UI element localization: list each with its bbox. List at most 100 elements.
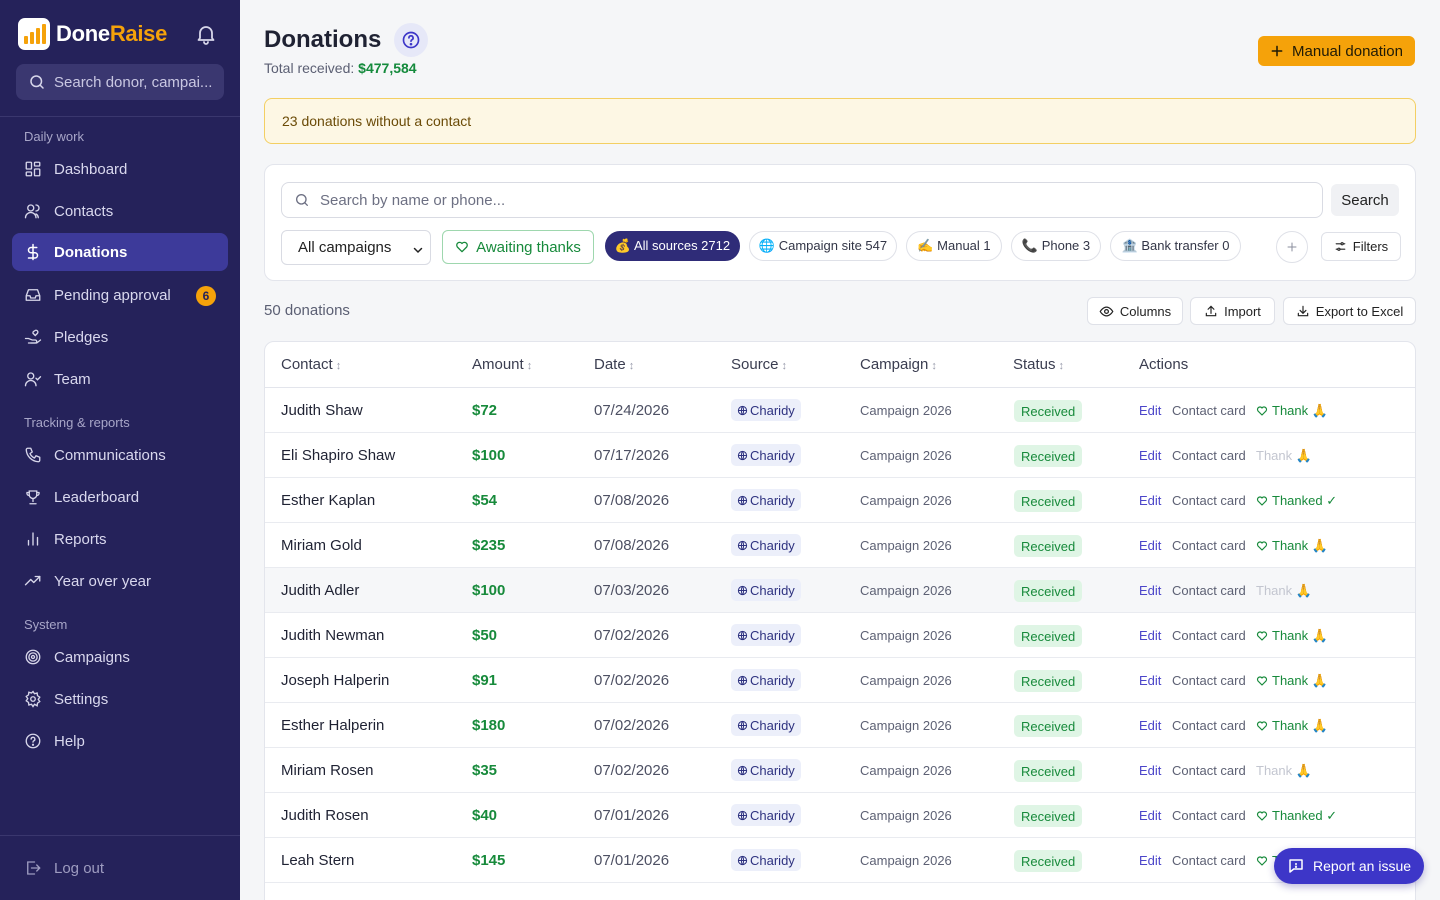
contact-card-link[interactable]: Contact card [1172,718,1246,733]
search-button[interactable]: Search [1331,184,1399,216]
pending-count-badge: 6 [196,286,216,306]
edit-link[interactable]: Edit [1139,403,1162,418]
col-contact[interactable]: Contact ↕ [281,356,342,373]
donation-search-input[interactable] [320,191,1300,209]
contact-card-link[interactable]: Contact card [1172,448,1246,463]
table-row[interactable]: Leah Stern $145 07/01/2026 Charidy Campaign … [265,838,1415,883]
sidebar-item-contacts[interactable]: Contacts [12,192,228,230]
thank-button[interactable]: Thank 🙏 [1256,448,1312,463]
chip-bank-transfer[interactable]: 🏦 Bank transfer 0 [1110,231,1241,261]
contact-card-link[interactable]: Contact card [1172,628,1246,643]
edit-link[interactable]: Edit [1139,808,1162,823]
edit-link[interactable]: Edit [1139,628,1162,643]
sidebar-item-campaigns[interactable]: Campaigns [12,638,228,676]
contact-name[interactable]: Leah Stern [281,852,355,869]
edit-link[interactable]: Edit [1139,493,1162,508]
edit-link[interactable]: Edit [1139,853,1162,868]
sidebar-item-team[interactable]: Team [12,360,228,398]
contact-name[interactable]: Judith Rosen [281,807,369,824]
table-row[interactable]: Judith Rosen $40 07/01/2026 Charidy Campaign… [265,793,1415,838]
columns-button[interactable]: Columns [1087,297,1183,325]
edit-link[interactable]: Edit [1139,718,1162,733]
contact-card-link[interactable]: Contact card [1172,493,1246,508]
table-row[interactable]: Miriam Rosen $35 07/02/2026 Charidy Campaign… [265,748,1415,793]
donation-search[interactable] [281,182,1323,218]
sidebar-item-year-over-year[interactable]: Year over year [12,562,228,600]
edit-link[interactable]: Edit [1139,583,1162,598]
col-amount[interactable]: Amount ↕ [472,356,533,373]
col-source[interactable]: Source ↕ [731,356,788,373]
contact-card-link[interactable]: Contact card [1172,808,1246,823]
chip-manual[interactable]: ✍️ Manual 1 [906,231,1002,261]
contact-name[interactable]: Judith Newman [281,627,385,644]
col-date[interactable]: Date ↕ [594,356,635,373]
thank-button[interactable]: Thank 🙏 [1256,628,1328,644]
thank-button[interactable]: Thank 🙏 [1256,403,1328,419]
chip-campaign-site[interactable]: 🌐 Campaign site 547 [749,231,897,261]
missing-contact-alert[interactable]: 23 donations without a contact [264,98,1416,144]
contact-card-link[interactable]: Contact card [1172,673,1246,688]
report-issue-button[interactable]: Report an issue [1274,848,1424,884]
contact-card-link[interactable]: Contact card [1172,403,1246,418]
contact-name[interactable]: Esther Halperin [281,717,385,734]
table-row[interactable]: Esther Kaplan $54 07/08/2026 Charidy Campaig… [265,478,1415,523]
search-icon [30,75,44,89]
chip-phone[interactable]: 📞 Phone 3 [1011,231,1101,261]
contact-name[interactable]: Miriam Gold [281,537,362,554]
thank-button[interactable]: Thank 🙏 [1256,583,1312,598]
table-row[interactable]: Judith Adler $100 07/03/2026 Charidy Campaig… [265,568,1415,613]
table-row[interactable]: Judith Newman $50 07/02/2026 Charidy Campaig… [265,613,1415,658]
table-row[interactable]: Judith Shaw $72 07/24/2026 Charidy Campaign … [265,388,1415,433]
sidebar-item-pending-approval[interactable]: Pending approval 6 [12,276,228,314]
contact-card-link[interactable]: Contact card [1172,853,1246,868]
add-filter-button[interactable] [1276,231,1308,263]
brand[interactable]: DoneRaise [18,18,167,50]
contact-name[interactable]: Judith Shaw [281,402,363,419]
thank-button[interactable]: Thank 🙏 [1256,538,1328,554]
sidebar-item-communications[interactable]: Communications [12,436,228,474]
sidebar-search-input[interactable] [54,73,214,91]
logout-button[interactable]: Log out [12,850,228,886]
contact-name[interactable]: Esther Kaplan [281,492,376,509]
col-campaign[interactable]: Campaign ↕ [860,356,937,373]
sidebar-item-leaderboard[interactable]: Leaderboard [12,478,228,516]
edit-link[interactable]: Edit [1139,448,1162,463]
section-system: System [24,617,68,632]
filters-button[interactable]: Filters [1321,232,1401,261]
export-excel-button[interactable]: Export to Excel [1283,297,1416,325]
manual-donation-button[interactable]: Manual donation [1258,36,1415,66]
thank-button[interactable]: Thanked ✓ [1256,808,1337,824]
table-row[interactable]: Joseph Halperin $91 07/02/2026 Charidy Campa… [265,658,1415,703]
thank-button[interactable]: Thank 🙏 [1256,718,1328,734]
thank-button[interactable]: Thank 🙏 [1256,673,1328,689]
contact-name[interactable]: Judith Adler [281,582,360,599]
sidebar-search[interactable] [16,64,224,100]
contact-card-link[interactable]: Contact card [1172,538,1246,553]
edit-link[interactable]: Edit [1139,673,1162,688]
contact-name[interactable]: Miriam Rosen [281,762,374,779]
contact-name[interactable]: Eli Shapiro Shaw [281,447,396,464]
table-row[interactable]: Miriam Gold $235 07/08/2026 Charidy Campaign… [265,523,1415,568]
edit-link[interactable]: Edit [1139,763,1162,778]
table-row[interactable]: Esther Halperin $180 07/02/2026 Charidy Camp… [265,703,1415,748]
thank-button[interactable]: Thanked ✓ [1256,493,1337,509]
sidebar-item-donations[interactable]: Donations [12,233,228,271]
chip-all-sources[interactable]: 💰 All sources 2712 [605,231,740,261]
table-row[interactable]: Eli Shapiro Shaw $100 07/17/2026 Charidy Cam… [265,433,1415,478]
sidebar-item-reports[interactable]: Reports [12,520,228,558]
campaign-select[interactable]: All campaigns [281,230,431,265]
import-button[interactable]: Import [1190,297,1275,325]
contact-name[interactable]: Joseph Halperin [281,672,390,689]
thank-button[interactable]: Thank 🙏 [1256,763,1312,778]
sidebar-item-dashboard[interactable]: Dashboard [12,150,228,188]
col-status[interactable]: Status ↕ [1013,356,1065,373]
awaiting-thanks-filter[interactable]: Awaiting thanks [442,230,594,264]
sidebar-item-settings[interactable]: Settings [12,680,228,718]
contact-card-link[interactable]: Contact card [1172,583,1246,598]
contact-card-link[interactable]: Contact card [1172,763,1246,778]
edit-link[interactable]: Edit [1139,538,1162,553]
sidebar-item-pledges[interactable]: Pledges [12,318,228,356]
bell-icon[interactable] [194,22,218,46]
sidebar-item-help[interactable]: Help [12,722,228,760]
help-button[interactable] [394,23,428,57]
